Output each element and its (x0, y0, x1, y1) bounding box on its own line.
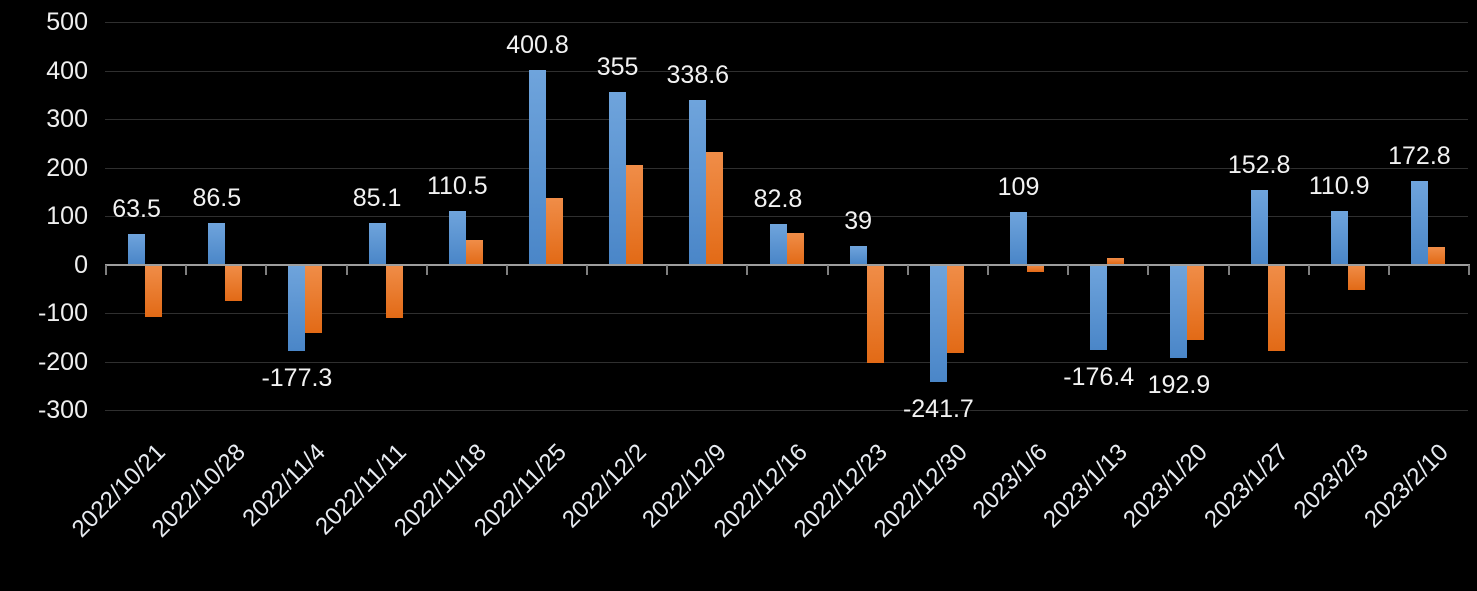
y-axis-tick-label: 200 (46, 153, 88, 182)
x-axis-tick-mark (1387, 264, 1390, 275)
x-axis-category-label: 2022/10/21 (66, 438, 171, 543)
data-label: 86.5 (192, 183, 242, 212)
bar-series2[interactable] (1267, 264, 1285, 351)
bar-series1[interactable] (1250, 190, 1268, 265)
data-label: 85.1 (352, 184, 402, 213)
data-label: 82.8 (753, 185, 803, 214)
gridline (105, 410, 1468, 411)
bar-series2[interactable] (1027, 264, 1044, 272)
gridline (105, 361, 1468, 363)
data-label: 39 (844, 206, 873, 235)
y-axis-tick-label: 400 (46, 56, 88, 85)
bar-series2[interactable] (305, 264, 323, 334)
bar-series1[interactable] (1330, 210, 1348, 265)
gridline (105, 313, 1468, 314)
y-axis-tick-label: 500 (46, 8, 88, 36)
gridline (105, 167, 1468, 169)
data-label: 152.8 (1227, 151, 1291, 180)
y-axis-tick-label: -200 (37, 347, 88, 376)
x-axis-tick-mark (505, 264, 508, 275)
bar-series2[interactable] (786, 233, 804, 265)
x-axis-tick-mark (746, 264, 749, 275)
gridline (105, 22, 1468, 23)
data-label: 192.9 (1147, 371, 1211, 400)
bar-series2[interactable] (1347, 264, 1365, 290)
bar-series1[interactable] (368, 223, 386, 265)
y-axis-tick-label: -300 (37, 396, 88, 424)
bar-series1[interactable] (1170, 264, 1188, 359)
x-axis-tick-mark (666, 264, 669, 275)
data-label: 110.5 (426, 171, 488, 200)
bar-series1[interactable] (929, 264, 947, 382)
bar-series2[interactable] (546, 197, 563, 265)
data-label: 400.8 (506, 31, 569, 60)
bar-series2[interactable] (1107, 258, 1125, 265)
x-axis-tick-mark (1307, 264, 1310, 275)
x-axis-tick-mark (1227, 264, 1230, 275)
x-axis-tick-mark (185, 264, 188, 275)
bar-series2[interactable] (385, 264, 403, 318)
bar-series1[interactable] (1410, 180, 1428, 265)
data-label: -176.4 (1063, 363, 1135, 392)
data-label: 355 (596, 53, 639, 82)
y-axis-tick-label: 0 (74, 250, 88, 279)
data-label: 63.5 (112, 194, 161, 223)
bar-series1[interactable] (609, 92, 627, 265)
bar-series2[interactable] (1427, 246, 1445, 265)
bar-series1[interactable] (1010, 211, 1027, 265)
x-axis-line (105, 263, 1470, 266)
bar-series2[interactable] (225, 264, 243, 301)
bar-series1[interactable] (208, 222, 226, 265)
x-axis-tick-mark (986, 264, 989, 275)
x-axis-tick-mark (826, 264, 829, 275)
bar-series1[interactable] (1090, 264, 1108, 351)
bar-series1[interactable] (769, 224, 787, 265)
bar-series1[interactable] (288, 264, 306, 351)
x-axis-tick-mark (586, 264, 589, 275)
bar-series2[interactable] (145, 264, 163, 317)
y-axis-tick-label: 100 (46, 202, 88, 230)
data-label: 172.8 (1388, 141, 1451, 170)
x-axis-tick-mark (1067, 264, 1070, 275)
x-axis-tick-mark (105, 264, 107, 275)
bar-series1[interactable] (529, 70, 546, 265)
bar-series1[interactable] (689, 100, 707, 265)
x-axis-tick-mark (906, 264, 909, 275)
bar-series2[interactable] (866, 264, 884, 363)
bar-series2[interactable] (706, 151, 724, 265)
x-axis-tick-mark (1468, 264, 1470, 275)
data-label: -177.3 (261, 363, 333, 392)
data-label: -241.7 (902, 394, 974, 423)
bar-series2[interactable] (626, 165, 644, 265)
x-axis-tick-mark (345, 264, 348, 275)
x-axis-tick-mark (1147, 264, 1150, 275)
data-label: 109 (997, 172, 1040, 201)
x-axis-tick-mark (265, 264, 268, 275)
gridline (105, 70, 1468, 72)
y-axis-tick-label: -100 (37, 299, 88, 327)
data-label: 338.6 (666, 61, 730, 90)
gridline (105, 119, 1468, 120)
bar-series1[interactable] (128, 233, 146, 265)
bar-series2[interactable] (465, 240, 483, 265)
x-axis-tick-mark (425, 264, 428, 275)
bar-series2[interactable] (1187, 264, 1205, 340)
gridline (105, 216, 1468, 217)
y-axis-tick-label: 300 (46, 105, 88, 133)
bar-series2[interactable] (946, 264, 964, 354)
data-label: 110.9 (1308, 171, 1370, 200)
bar-series1[interactable] (448, 210, 466, 265)
bar-series1[interactable] (849, 245, 867, 265)
